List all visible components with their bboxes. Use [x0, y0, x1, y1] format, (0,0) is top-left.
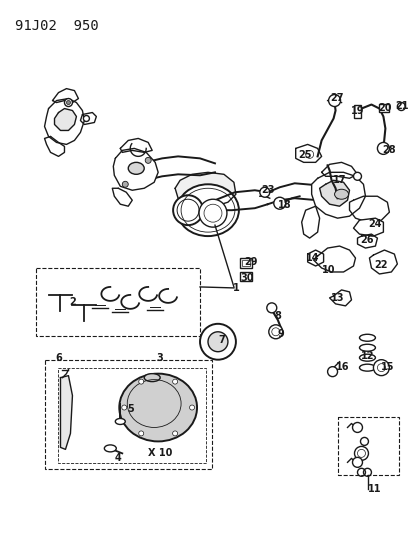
Text: 13: 13: [330, 293, 344, 303]
Circle shape: [121, 405, 126, 410]
Text: 12: 12: [360, 351, 373, 361]
Polygon shape: [112, 188, 132, 206]
Ellipse shape: [144, 374, 160, 382]
Text: 14: 14: [305, 253, 318, 263]
Text: 91J02  950: 91J02 950: [14, 19, 98, 33]
Polygon shape: [329, 290, 351, 306]
Circle shape: [377, 142, 389, 155]
Text: 11: 11: [367, 484, 380, 494]
Ellipse shape: [128, 163, 144, 174]
Polygon shape: [357, 234, 377, 248]
Ellipse shape: [104, 445, 116, 452]
Text: 4: 4: [115, 454, 121, 463]
Text: 18: 18: [277, 200, 291, 210]
Circle shape: [354, 447, 368, 461]
Polygon shape: [311, 172, 365, 218]
Text: 15: 15: [380, 362, 393, 372]
Circle shape: [64, 99, 72, 107]
Circle shape: [122, 181, 128, 187]
Circle shape: [259, 187, 269, 197]
Text: 29: 29: [244, 257, 257, 267]
Polygon shape: [295, 144, 321, 163]
Text: 5: 5: [126, 403, 133, 414]
Text: 16: 16: [335, 362, 349, 372]
Text: 10: 10: [321, 265, 335, 275]
Text: 30: 30: [240, 273, 253, 283]
Circle shape: [353, 172, 361, 180]
Polygon shape: [368, 250, 396, 274]
Text: 24: 24: [368, 219, 381, 229]
Circle shape: [172, 431, 177, 436]
Polygon shape: [321, 163, 357, 179]
Text: 19: 19: [350, 106, 363, 116]
Text: 22: 22: [374, 260, 387, 270]
Ellipse shape: [115, 418, 125, 424]
Text: 27: 27: [329, 93, 342, 102]
Text: 3: 3: [157, 353, 163, 362]
Circle shape: [351, 423, 362, 432]
Circle shape: [373, 360, 389, 376]
Polygon shape: [52, 88, 78, 102]
Circle shape: [145, 157, 151, 163]
Bar: [378, 103, 389, 111]
Polygon shape: [128, 156, 214, 184]
Circle shape: [351, 457, 362, 467]
Circle shape: [266, 303, 276, 313]
Bar: [239, 258, 251, 268]
Ellipse shape: [334, 189, 348, 199]
Text: X 10: X 10: [148, 448, 172, 458]
Ellipse shape: [119, 374, 197, 441]
Text: 2: 2: [69, 297, 76, 307]
Polygon shape: [175, 172, 235, 208]
Bar: [241, 260, 249, 266]
Polygon shape: [60, 376, 72, 449]
Text: 8: 8: [274, 311, 280, 321]
Text: 23: 23: [261, 185, 274, 195]
Circle shape: [83, 116, 89, 122]
Polygon shape: [267, 183, 317, 204]
Circle shape: [207, 332, 228, 352]
Text: 25: 25: [297, 150, 311, 160]
Bar: [353, 104, 361, 118]
Circle shape: [327, 367, 337, 377]
Polygon shape: [313, 246, 355, 272]
Polygon shape: [353, 218, 382, 236]
Text: 28: 28: [382, 146, 395, 156]
Text: 7: 7: [218, 335, 225, 345]
Ellipse shape: [173, 195, 202, 225]
Text: 20: 20: [378, 102, 391, 112]
Text: 17: 17: [332, 175, 345, 185]
Circle shape: [66, 101, 70, 104]
Circle shape: [199, 324, 235, 360]
Circle shape: [189, 405, 194, 410]
Polygon shape: [349, 196, 389, 222]
Circle shape: [172, 379, 177, 384]
Circle shape: [396, 102, 404, 110]
Text: 21: 21: [395, 101, 408, 110]
Circle shape: [273, 197, 285, 209]
Polygon shape: [319, 180, 349, 206]
Text: 6: 6: [55, 353, 62, 362]
Polygon shape: [55, 109, 76, 131]
Ellipse shape: [177, 184, 238, 236]
Text: 9: 9: [277, 329, 283, 339]
Polygon shape: [301, 206, 319, 238]
Circle shape: [199, 199, 226, 227]
Polygon shape: [307, 250, 323, 266]
Text: 1: 1: [232, 283, 239, 293]
Circle shape: [138, 379, 143, 384]
Circle shape: [138, 431, 143, 436]
Circle shape: [328, 94, 340, 107]
Polygon shape: [80, 112, 96, 125]
Bar: [239, 272, 251, 281]
Polygon shape: [45, 136, 64, 156]
Polygon shape: [113, 148, 158, 190]
Polygon shape: [214, 190, 267, 210]
Polygon shape: [45, 99, 84, 144]
Circle shape: [268, 325, 282, 339]
Polygon shape: [120, 139, 152, 152]
Text: 26: 26: [360, 235, 373, 245]
